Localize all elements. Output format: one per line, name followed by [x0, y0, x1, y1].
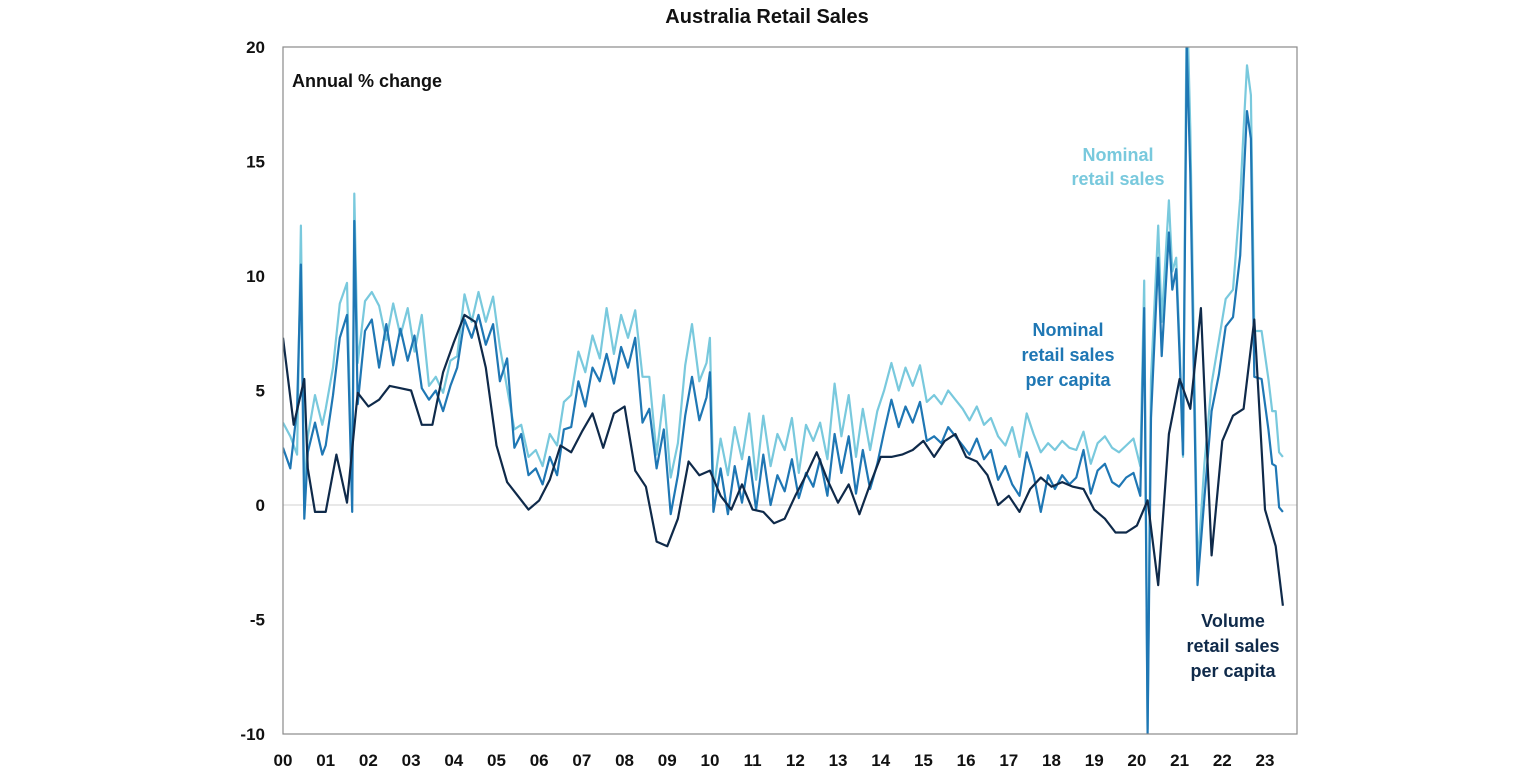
- x-tick-label: 06: [530, 751, 549, 770]
- volume-per-capita-label: per capita: [1190, 661, 1276, 681]
- x-tick-label: 10: [700, 751, 719, 770]
- plot-area-frame: [282, 46, 1298, 735]
- x-tick-label: 00: [274, 751, 293, 770]
- x-tick-label: 05: [487, 751, 506, 770]
- x-tick-label: 04: [444, 751, 463, 770]
- y-unit-label: Annual % change: [292, 71, 442, 91]
- x-tick-label: 22: [1213, 751, 1232, 770]
- y-tick-label: -10: [240, 725, 265, 744]
- x-tick-label: 18: [1042, 751, 1061, 770]
- volume-per-capita-line: [283, 307, 1284, 606]
- x-tick-label: 23: [1256, 751, 1275, 770]
- x-tick-label: 20: [1127, 751, 1146, 770]
- nominal-per-capita-label: per capita: [1025, 370, 1111, 390]
- y-tick-label: 20: [246, 38, 265, 57]
- volume-per-capita-label: Volume: [1201, 611, 1265, 631]
- x-tick-label: 08: [615, 751, 634, 770]
- x-tick-label: 15: [914, 751, 933, 770]
- x-tick-label: 11: [744, 751, 762, 770]
- nominal-per-capita-line: [283, 47, 1284, 734]
- y-tick-label: -5: [250, 611, 265, 630]
- x-tick-label: 14: [871, 751, 890, 770]
- y-tick-label: 5: [256, 382, 265, 401]
- nominal-per-capita-label: Nominal: [1032, 320, 1103, 340]
- x-tick-label: 21: [1170, 751, 1189, 770]
- x-tick-label: 07: [572, 751, 591, 770]
- chart-title: Australia Retail Sales: [665, 6, 868, 28]
- nominal-retail-sales-line: [283, 47, 1284, 731]
- y-tick-label: 10: [246, 267, 265, 286]
- x-tick-label: 03: [402, 751, 421, 770]
- nominal-retail-sales-label: retail sales: [1071, 169, 1164, 189]
- x-tick-label: 02: [359, 751, 378, 770]
- x-tick-label: 16: [957, 751, 976, 770]
- nominal-per-capita-label: retail sales: [1021, 345, 1114, 365]
- y-tick-label: 15: [246, 153, 265, 172]
- x-tick-label: 19: [1085, 751, 1104, 770]
- y-tick-label: 0: [256, 496, 265, 515]
- x-tick-label: 01: [316, 751, 335, 770]
- x-tick-label: 12: [786, 751, 805, 770]
- volume-per-capita-label: retail sales: [1186, 636, 1279, 656]
- x-tick-label: 13: [829, 751, 848, 770]
- x-tick-label: 17: [999, 751, 1018, 770]
- x-tick-label: 09: [658, 751, 677, 770]
- nominal-retail-sales-label: Nominal: [1082, 145, 1153, 165]
